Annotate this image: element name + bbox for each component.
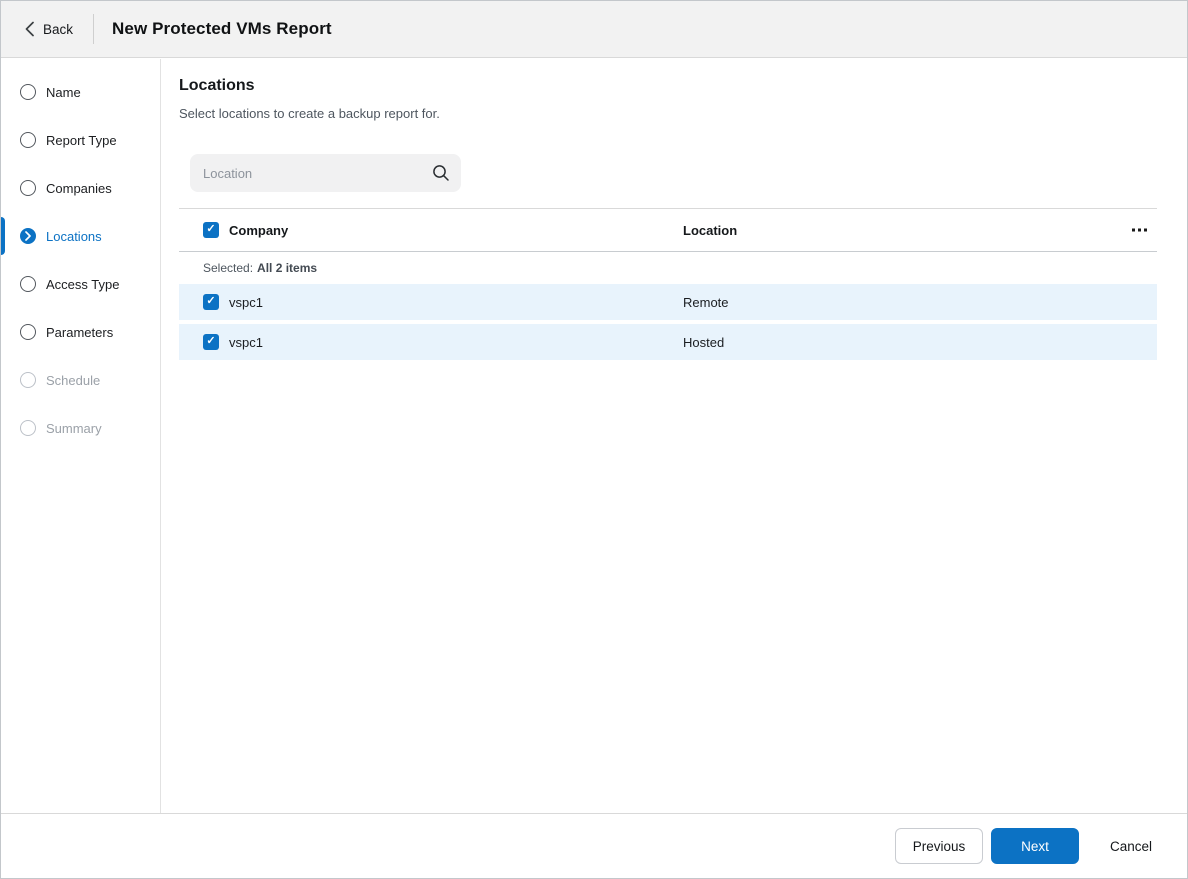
selection-summary-prefix: Selected: xyxy=(203,261,254,275)
table-header-row: Company Location xyxy=(179,208,1157,252)
table-row[interactable]: vspc1 Remote xyxy=(179,284,1157,320)
ellipsis-icon[interactable] xyxy=(1128,221,1151,240)
cell-company: vspc1 xyxy=(229,294,263,310)
topbar-divider xyxy=(93,14,95,44)
previous-button[interactable]: Previous xyxy=(894,828,983,864)
step-circle-icon xyxy=(20,276,36,292)
page-title: New Protected VMs Report xyxy=(112,19,332,38)
step-label: Name xyxy=(46,84,81,100)
location-search-box xyxy=(190,154,461,192)
step-circle-icon xyxy=(20,84,36,100)
locations-table: Company Location Selected: All 2 items v… xyxy=(179,208,1157,360)
step-circle-icon xyxy=(20,180,36,196)
wizard-step-report-type[interactable]: Report Type xyxy=(1,116,160,164)
wizard-step-locations[interactable]: Locations xyxy=(1,212,160,260)
step-circle-icon xyxy=(20,132,36,148)
table-row[interactable]: vspc1 Hosted xyxy=(179,324,1157,360)
chevron-left-icon xyxy=(25,21,34,37)
step-label: Schedule xyxy=(46,372,101,388)
wizard-step-parameters[interactable]: Parameters xyxy=(1,308,160,356)
next-button[interactable]: Next xyxy=(990,828,1079,864)
topbar: Back New Protected VMs Report xyxy=(1,1,1187,58)
chevron-right-circle-icon xyxy=(20,228,36,244)
column-header-location: Location xyxy=(683,222,738,238)
cell-location: Remote xyxy=(683,294,729,310)
step-label: Summary xyxy=(46,420,102,436)
step-label: Report Type xyxy=(46,132,117,148)
search-input[interactable] xyxy=(190,154,461,192)
step-label: Parameters xyxy=(46,324,114,340)
column-header-company: Company xyxy=(229,222,289,238)
cell-location: Hosted xyxy=(683,334,725,350)
wizard-step-summary: Summary xyxy=(1,404,160,452)
selection-summary: Selected: All 2 items xyxy=(179,252,1157,284)
back-label: Back xyxy=(43,21,74,37)
wizard-footer: Previous Next Cancel xyxy=(1,813,1187,878)
main-content: Locations Select locations to create a b… xyxy=(162,59,1186,813)
wizard-step-schedule: Schedule xyxy=(1,356,160,404)
select-all-checkbox[interactable] xyxy=(203,222,219,238)
step-description: Select locations to create a backup repo… xyxy=(179,106,440,121)
row-checkbox[interactable] xyxy=(203,294,219,310)
wizard-step-companies[interactable]: Companies xyxy=(1,164,160,212)
wizard-step-access-type[interactable]: Access Type xyxy=(1,260,160,308)
back-button[interactable]: Back xyxy=(25,21,73,37)
active-step-indicator xyxy=(1,217,5,255)
cell-company: vspc1 xyxy=(229,334,263,350)
cancel-button[interactable]: Cancel xyxy=(1108,828,1154,864)
step-circle-icon xyxy=(20,420,36,436)
selection-summary-value: All 2 items xyxy=(257,261,318,275)
wizard-steps-sidebar: Name Report Type Companies Locations Acc… xyxy=(1,59,161,813)
search-icon[interactable] xyxy=(432,164,450,187)
step-heading: Locations xyxy=(179,77,255,94)
row-checkbox[interactable] xyxy=(203,334,219,350)
step-circle-icon xyxy=(20,372,36,388)
wizard-step-name[interactable]: Name xyxy=(1,68,160,116)
step-label: Access Type xyxy=(46,276,120,292)
step-circle-icon xyxy=(20,324,36,340)
step-label: Locations xyxy=(46,228,102,244)
step-label: Companies xyxy=(46,180,112,196)
